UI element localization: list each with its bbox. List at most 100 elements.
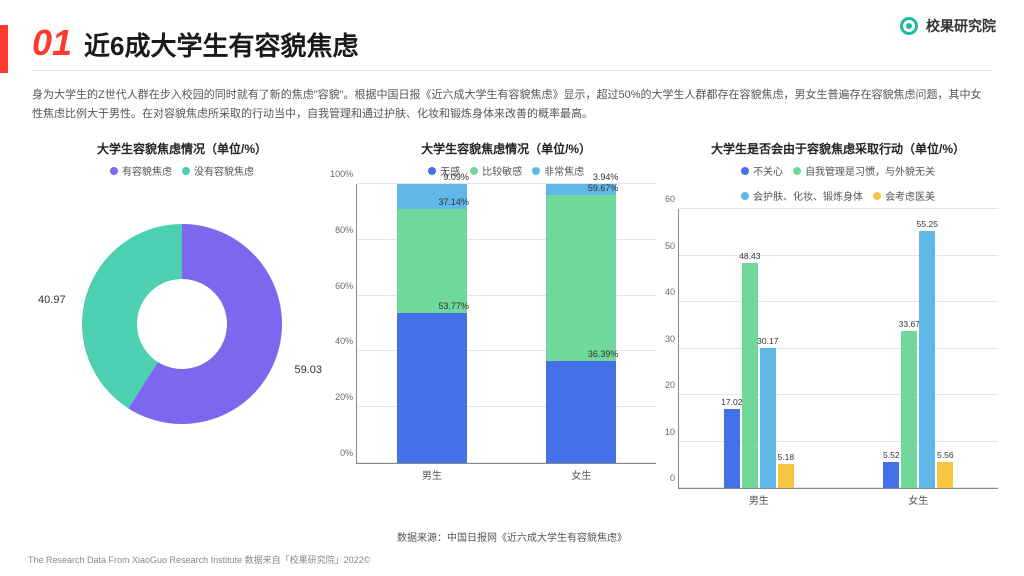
section-number: 01	[32, 22, 72, 64]
legend-item: 会考虑医美	[873, 188, 935, 203]
bar-value-label: 59.67%	[588, 183, 619, 193]
donut-chart: 大学生容貌焦虑情况（单位/%） 有容貌焦虑 没有容貌焦虑 59.03 40.97	[24, 140, 340, 520]
legend-dot	[741, 192, 749, 200]
bar-group: 5.5233.6755.255.56女生	[883, 209, 953, 488]
data-source: 数据来源：中国日报网《近六成大学生有容貌焦虑》	[0, 529, 1024, 544]
legend-label: 会考虑医美	[885, 188, 935, 203]
footer-credit: The Research Data From XiaoGuo Research …	[28, 553, 370, 566]
bar-stack: 3.94%59.67%36.39%	[546, 184, 616, 463]
bar-value-label: 55.25	[917, 219, 938, 229]
y-axis-label: 20	[665, 380, 679, 390]
grouped-title: 大学生是否会由于容貌焦虑采取行动（单位/%）	[711, 140, 965, 157]
legend-label: 不关心	[753, 163, 783, 178]
bars-container: 9.09%37.14%53.77%男生 3.94%59.67%36.39%女生	[357, 184, 656, 463]
x-axis-label: 男生	[422, 463, 442, 482]
bar-group: 3.94%59.67%36.39%女生	[546, 184, 616, 463]
stacked-title: 大学生容貌焦虑情况（单位/%）	[421, 140, 591, 157]
legend-item: 自我管理是习惯，与外貌无关	[793, 163, 935, 178]
bar-value-label: 48.43	[739, 251, 760, 261]
bar: 17.02	[724, 409, 740, 488]
bar-value-label: 5.18	[778, 452, 795, 462]
y-axis-label: 30	[665, 334, 679, 344]
y-axis-label: 100%	[330, 169, 357, 179]
bar: 30.17	[760, 348, 776, 488]
legend-label: 没有容貌焦虑	[194, 163, 254, 178]
donut-title: 大学生容貌焦虑情况（单位/%）	[97, 140, 267, 157]
bar-value-label: 53.77%	[438, 301, 469, 311]
bar: 55.25	[919, 231, 935, 488]
bar-stack: 9.09%37.14%53.77%	[397, 184, 467, 463]
y-axis-label: 60%	[335, 281, 357, 291]
description-text: 身为大学生的Z世代人群在步入校园的同时就有了新的焦虑"容貌"。根据中国日报《近六…	[32, 86, 992, 123]
brand-logo-icon	[900, 17, 918, 35]
legend-item: 会护肤、化妆、锻炼身体	[741, 188, 863, 203]
grouped-canvas: 010203040506017.0248.4330.175.18男生5.5233…	[678, 209, 998, 489]
legend-item: 不关心	[741, 163, 783, 178]
grouped-legend: 不关心 自我管理是习惯，与外貌无关会护肤、化妆、锻炼身体 会考虑医美	[688, 163, 988, 203]
brand-name: 校果研究院	[926, 16, 996, 36]
bar-segment: 59.67%	[546, 195, 616, 361]
legend-dot	[182, 167, 190, 175]
legend-dot	[873, 192, 881, 200]
legend-label: 有容貌焦虑	[122, 163, 172, 178]
bar-value-label: 9.09%	[443, 172, 469, 182]
legend-dot	[110, 167, 118, 175]
y-axis-label: 80%	[335, 225, 357, 235]
donut-svg	[52, 194, 312, 454]
bar-value-label: 30.17	[757, 336, 778, 346]
bar-value-label: 36.39%	[588, 349, 619, 359]
bar-segment: 53.77%	[397, 313, 467, 463]
charts-row: 大学生容貌焦虑情况（单位/%） 有容貌焦虑没有容貌焦虑 59.03 40.97 …	[24, 140, 1004, 520]
bar-value-label: 3.94%	[593, 172, 619, 182]
legend-label: 自我管理是习惯，与外貌无关	[805, 163, 935, 178]
y-axis-label: 20%	[335, 392, 357, 402]
legend-dot	[793, 167, 801, 175]
bar-segment: 36.39%	[546, 361, 616, 463]
legend-item: 有容貌焦虑	[110, 163, 172, 178]
bar: 33.67	[901, 331, 917, 488]
legend-item: 比较敏感	[470, 163, 522, 178]
legend-label: 会护肤、化妆、锻炼身体	[753, 188, 863, 203]
y-axis-label: 0%	[340, 448, 357, 458]
bar: 5.52	[883, 462, 899, 488]
bar: 5.18	[778, 464, 794, 488]
grouped-chart: 大学生是否会由于容貌焦虑采取行动（单位/%） 不关心 自我管理是习惯，与外貌无关会…	[672, 140, 1004, 520]
accent-bar	[0, 25, 8, 73]
bar-value-label: 33.67	[899, 319, 920, 329]
bar-group: 9.09%37.14%53.77%男生	[397, 184, 467, 463]
y-axis-label: 50	[665, 241, 679, 251]
donut-label-1: 40.97	[38, 294, 66, 306]
bar-value-label: 37.14%	[438, 197, 469, 207]
title-underline	[32, 70, 992, 71]
bar-value-label: 5.56	[937, 450, 954, 460]
legend-dot	[532, 167, 540, 175]
legend-label: 非常焦虑	[544, 163, 584, 178]
bar: 48.43	[742, 263, 758, 488]
y-axis-label: 40	[665, 287, 679, 297]
donut-label-0: 59.03	[295, 364, 323, 376]
bar: 5.56	[937, 462, 953, 488]
brand-logo: 校果研究院	[900, 16, 996, 36]
legend-item: 没有容貌焦虑	[182, 163, 254, 178]
page-header: 01 近6成大学生有容貌焦虑	[32, 22, 359, 64]
x-axis-label: 男生	[749, 488, 769, 507]
legend-dot	[741, 167, 749, 175]
y-axis-label: 40%	[335, 336, 357, 346]
y-axis-label: 0	[670, 473, 679, 483]
y-axis-label: 60	[665, 194, 679, 204]
bars-container: 17.0248.4330.175.18男生 5.5233.6755.255.56女…	[679, 209, 998, 488]
bar-value-label: 17.02	[721, 397, 742, 407]
legend-item: 非常焦虑	[532, 163, 584, 178]
x-axis-label: 女生	[908, 488, 928, 507]
donut-legend: 有容貌焦虑 没有容貌焦虑	[110, 163, 254, 178]
bar-segment: 37.14%	[397, 209, 467, 313]
stacked-chart: 大学生容貌焦虑情况（单位/%） 无感比较敏感非常焦虑 0%20%40%60%80…	[348, 140, 664, 520]
donut-canvas: 59.03 40.97	[52, 194, 312, 454]
legend-label: 比较敏感	[482, 163, 522, 178]
stacked-canvas: 0%20%40%60%80%100%9.09%37.14%53.77%男生3.9…	[356, 184, 656, 464]
legend-dot	[470, 167, 478, 175]
legend-dot	[428, 167, 436, 175]
bar-value-label: 5.52	[883, 450, 900, 460]
bar-group: 17.0248.4330.175.18男生	[724, 209, 794, 488]
page-title: 近6成大学生有容貌焦虑	[84, 26, 358, 63]
